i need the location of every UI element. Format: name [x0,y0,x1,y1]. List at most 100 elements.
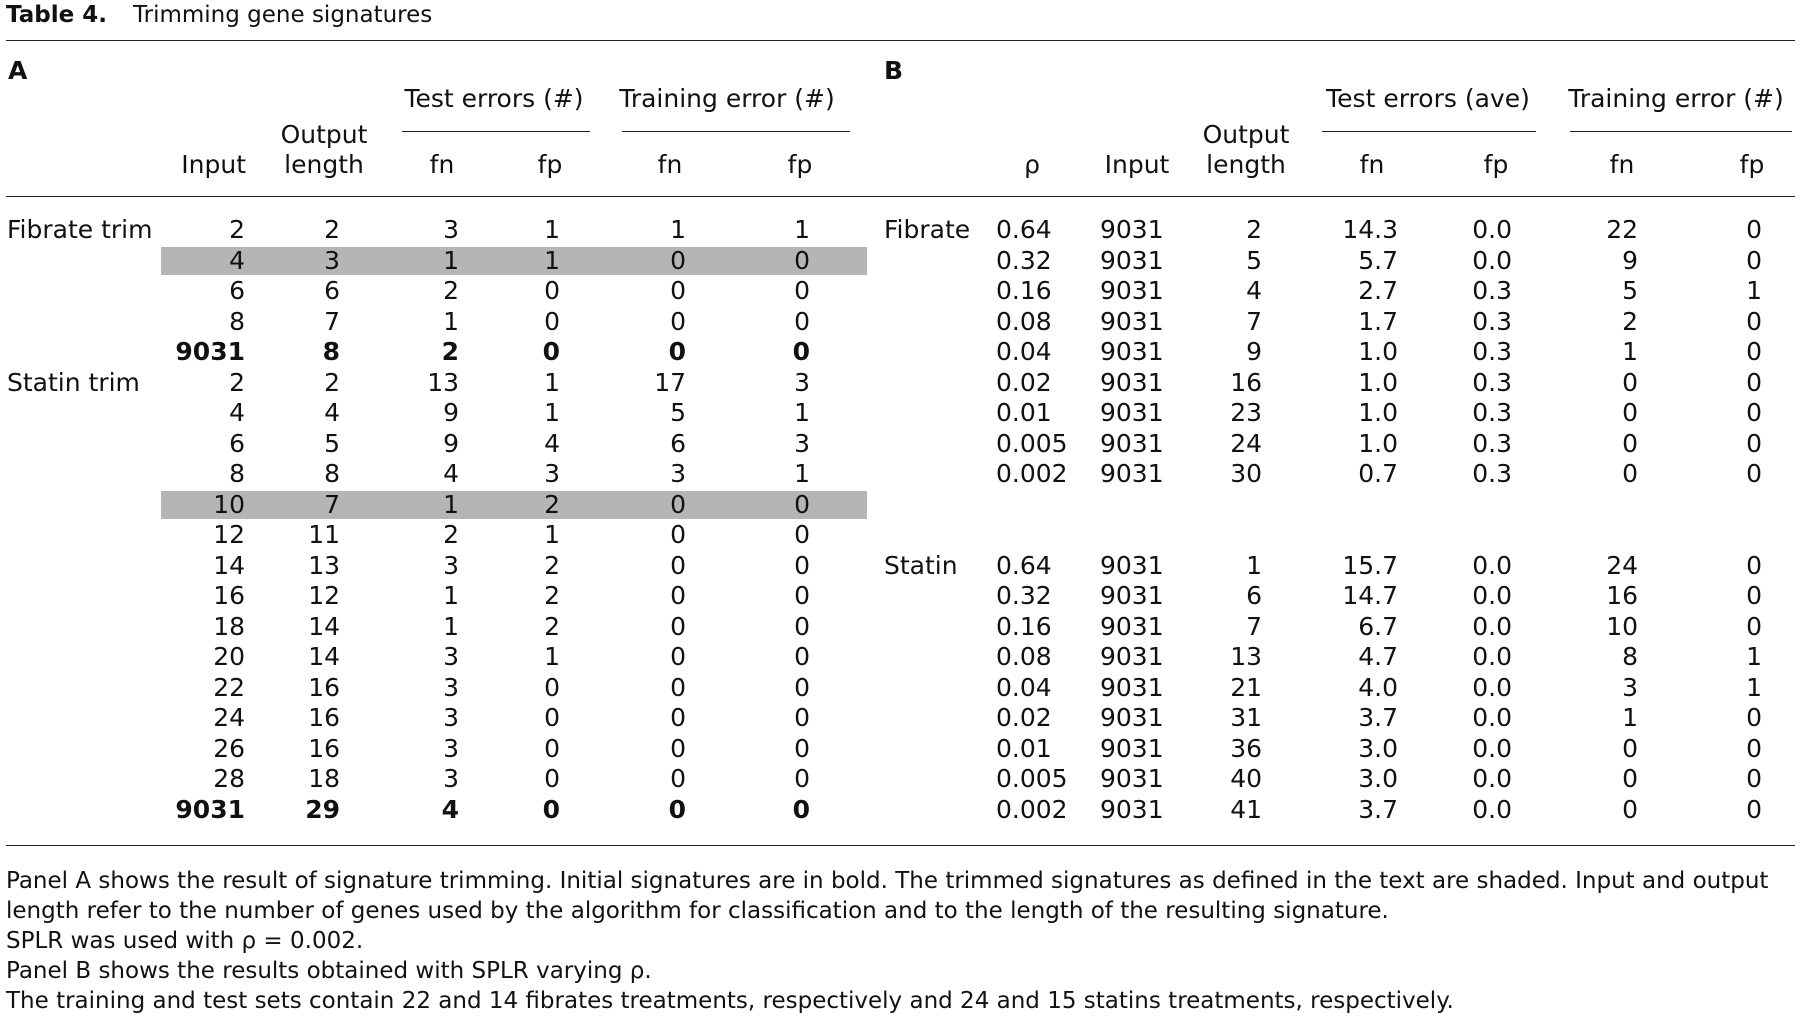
panel-b-test-errors-header: Test errors (ave) [1326,84,1530,113]
panel-a-cell-test-fp: 0 [544,764,560,793]
panel-b-cell-output: 16 [1230,367,1262,397]
panel-b-cell-train-fn: 0 [1622,459,1638,488]
panel-b-cell-input: 9031 [1100,794,1164,824]
panel-a-cell-test-fp: 2 [544,611,560,641]
panel-b-training-error-header: Training error (#) [1568,84,1784,113]
panel-a-label: A [8,56,28,85]
panel-a-cell-input: 9031 [175,794,245,824]
panel-a-cell-train-fn: 17 [654,367,686,397]
panel-b-cell-test-fp: 0.0 [1472,245,1512,275]
panel-b-cell-test-fn: 3.0 [1358,733,1398,763]
panel-a-cell-test-fn: 9 [443,428,459,458]
footnote-line: Panel B shows the results obtained with … [6,958,652,984]
panel-a-test-errors-rule [402,131,590,132]
panel-a-cell-output: 18 [308,764,340,793]
panel-b-cell-output: 13 [1230,642,1262,671]
panel-b-cell-test-fp: 0.3 [1472,337,1512,366]
panel-a-cell-test-fp: 0 [544,703,560,732]
panel-a-cell-train-fp: 0 [794,245,810,275]
panel-a-cell-test-fn: 3 [443,733,459,763]
panel-b-cell-test-fn: 14.7 [1342,581,1398,610]
panel-a-cell-output: 12 [308,581,340,610]
panel-a-cell-test-fp: 1 [544,367,560,397]
panel-a-train-fn-header: fn [657,150,683,179]
panel-b-cell-test-fp: 0.0 [1472,764,1512,793]
panel-a-cell-train-fn: 5 [670,398,686,427]
panel-b-cell-test-fn: 4.7 [1358,642,1398,671]
panel-a-cell-test-fn: 3 [443,672,459,702]
panel-b-cell-train-fn: 5 [1622,276,1638,305]
panel-b-cell-train-fn: 8 [1622,642,1638,671]
panel-a-cell-test-fn: 3 [443,764,459,793]
panel-b-cell-input: 9031 [1100,642,1164,671]
panel-b-cell-rho: 0.005 [996,764,1068,793]
panel-a-cell-train-fn: 0 [670,733,686,763]
panel-b-cell-train-fn: 16 [1606,581,1638,610]
panel-a-cell-test-fp: 1 [544,642,560,671]
panel-a-group-label: Statin trim [7,367,140,397]
panel-b-cell-rho: 0.64 [996,550,1052,580]
shaded-row-highlight [161,490,867,519]
panel-a-cell-output: 7 [324,489,340,519]
panel-a-cell-test-fn: 1 [443,611,459,641]
panel-a-cell-input: 9031 [175,337,245,366]
panel-a-cell-train-fp: 0 [794,764,810,793]
panel-a-cell-train-fp: 0 [794,581,810,610]
panel-a-cell-test-fp: 0 [544,276,560,305]
panel-b-cell-train-fp: 0 [1746,306,1762,336]
panel-a-training-error-rule [622,131,850,132]
panel-b-cell-rho: 0.005 [996,428,1068,458]
panel-b-cell-output: 7 [1246,611,1262,641]
panel-b-cell-train-fp: 0 [1746,367,1762,397]
panel-b-cell-test-fn: 1.0 [1358,398,1398,427]
panel-a-training-error-header: Training error (#) [619,84,835,113]
panel-b-cell-train-fp: 0 [1746,611,1762,641]
top-rule [6,40,1795,41]
panel-a-cell-output: 16 [308,733,340,763]
panel-b-cell-train-fp: 0 [1746,245,1762,275]
footnote-line: The training and test sets contain 22 an… [6,988,1454,1014]
panel-b-output-header-1: Output [1202,120,1290,149]
panel-a-test-fp-header: fp [537,150,563,179]
panel-b-cell-test-fn: 6.7 [1358,611,1398,641]
panel-a-cell-train-fp: 0 [794,672,810,702]
panel-b-cell-test-fp: 0.0 [1472,215,1512,244]
panel-a-cell-test-fp: 2 [544,581,560,610]
panel-a-cell-input: 28 [213,764,245,793]
panel-b-cell-output: 1 [1246,550,1262,580]
panel-b-cell-output: 30 [1230,459,1262,488]
panel-a-cell-train-fn: 0 [670,642,686,671]
panel-b-cell-rho: 0.16 [996,611,1052,641]
panel-b-cell-train-fp: 0 [1746,459,1762,488]
panel-b-cell-train-fn: 1 [1622,337,1638,366]
panel-b-cell-output: 24 [1230,428,1262,458]
panel-a-cell-input: 18 [213,611,245,641]
panel-b-cell-rho: 0.32 [996,581,1052,610]
panel-b-cell-input: 9031 [1100,245,1164,275]
panel-a-cell-input: 4 [229,398,245,427]
panel-b-cell-input: 9031 [1100,306,1164,336]
panel-a-train-fp-header: fp [787,150,813,179]
panel-a-cell-output: 7 [324,306,340,336]
panel-a-cell-test-fn: 13 [427,367,459,397]
panel-b-cell-train-fp: 0 [1746,764,1762,793]
panel-a-output-header-1: Output [280,120,368,149]
panel-b-cell-output: 31 [1230,703,1262,732]
table-footnotes: Panel A shows the result of signature tr… [6,866,1768,1016]
panel-a-cell-test-fp: 0 [542,794,560,824]
panel-a-cell-test-fn: 9 [443,398,459,427]
panel-b-cell-train-fn: 0 [1622,764,1638,793]
panel-a-cell-input: 6 [229,276,245,305]
panel-b-cell-train-fp: 0 [1746,215,1762,244]
panel-b-cell-train-fp: 1 [1746,672,1762,702]
panel-a-cell-output: 14 [308,642,340,671]
panel-b-cell-test-fn: 0.7 [1358,459,1398,488]
panel-b-cell-train-fn: 0 [1622,367,1638,397]
panel-a-cell-test-fn: 2 [443,520,459,549]
panel-b-cell-input: 9031 [1100,733,1164,763]
panel-b-cell-train-fp: 0 [1746,794,1762,824]
panel-b-cell-output: 23 [1230,398,1262,427]
panel-b-cell-rho: 0.02 [996,703,1052,732]
panel-b-test-errors-rule [1322,131,1536,132]
panel-b-cell-test-fn: 3.0 [1358,764,1398,793]
